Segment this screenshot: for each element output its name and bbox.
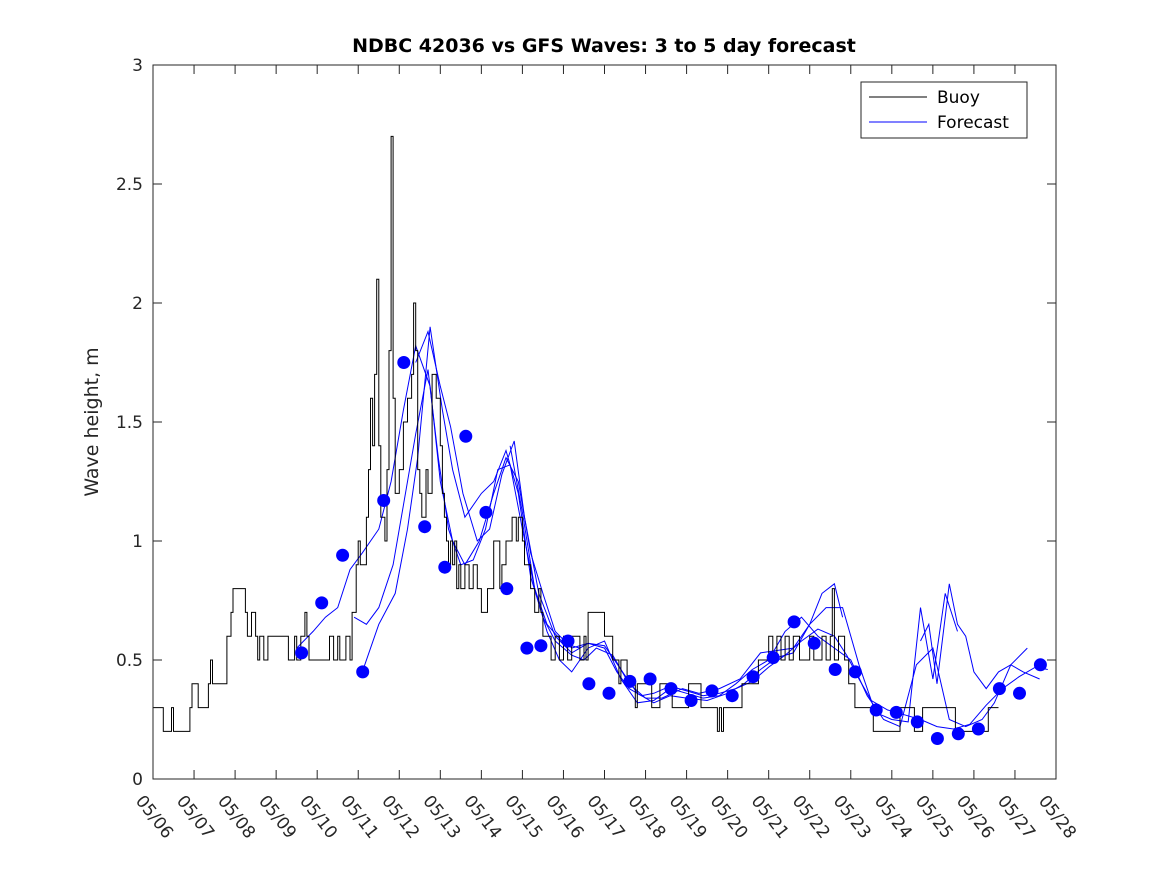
- legend-box: [860, 81, 1028, 139]
- legend-forecast-label: Forecast: [937, 113, 1009, 133]
- forecast-marker-10: [479, 505, 493, 519]
- forecast-marker-27: [828, 663, 842, 676]
- forecast-marker-17: [623, 674, 637, 688]
- forecast-run-line-5: [920, 583, 1040, 690]
- forecast-marker-30: [889, 705, 903, 719]
- forecast-marker-16: [602, 686, 616, 700]
- forecast-marker-22: [725, 689, 739, 703]
- forecast-marker-12: [520, 641, 534, 655]
- forecast-marker-26: [807, 636, 821, 650]
- forecast-marker-1: [295, 646, 309, 660]
- y-tick-label-5: 2.5: [116, 175, 143, 195]
- forecast-marker-23: [746, 670, 760, 684]
- forecast-marker-21: [705, 684, 719, 698]
- y-tick-label-6: 3: [132, 56, 143, 76]
- y-axis-label: Wave height, m: [81, 347, 103, 496]
- chart-title: NDBC 42036 vs GFS Waves: 3 to 5 day fore…: [352, 35, 856, 57]
- forecast-marker-31: [910, 715, 924, 729]
- forecast-marker-15: [582, 677, 596, 691]
- forecast-marker-14: [561, 634, 575, 648]
- y-tick-label-3: 1.5: [116, 413, 143, 433]
- forecast-marker-2: [315, 596, 329, 610]
- legend: Buoy Forecast: [860, 81, 1028, 139]
- forecast-marker-25: [787, 615, 801, 629]
- forecast-marker-20: [684, 694, 698, 707]
- forecast-marker-36: [1013, 686, 1026, 700]
- forecast-marker-18: [643, 672, 657, 686]
- forecast-marker-37: [1033, 658, 1047, 672]
- forecast-marker-6: [397, 356, 411, 369]
- plot-area: [153, 135, 1048, 745]
- forecast-marker-3: [336, 548, 350, 562]
- y-tick-label-1: 0.5: [116, 651, 143, 671]
- forecast-marker-33: [951, 727, 965, 741]
- y-tick-label-2: 1: [132, 532, 143, 552]
- forecast-marker-11: [500, 582, 514, 596]
- forecast-marker-35: [992, 682, 1006, 696]
- forecast-marker-19: [664, 682, 678, 696]
- forecast-marker-9: [459, 429, 473, 443]
- y-tick-label-0: 0: [132, 770, 143, 790]
- forecast-marker-13: [534, 639, 548, 653]
- forecast-series-line: [296, 343, 1048, 730]
- forecast-marker-4: [356, 665, 370, 679]
- forecast-marker-34: [971, 722, 985, 736]
- forecast-marker-7: [418, 520, 432, 534]
- forecast-marker-8: [438, 560, 452, 574]
- legend-buoy-label: Buoy: [937, 88, 980, 108]
- forecast-marker-24: [766, 651, 780, 665]
- forecast-marker-5: [377, 494, 391, 507]
- forecast-marker-29: [869, 703, 883, 717]
- forecast-marker-32: [930, 732, 944, 745]
- y-tick-label-4: 2: [132, 294, 143, 314]
- forecast-marker-28: [848, 665, 862, 679]
